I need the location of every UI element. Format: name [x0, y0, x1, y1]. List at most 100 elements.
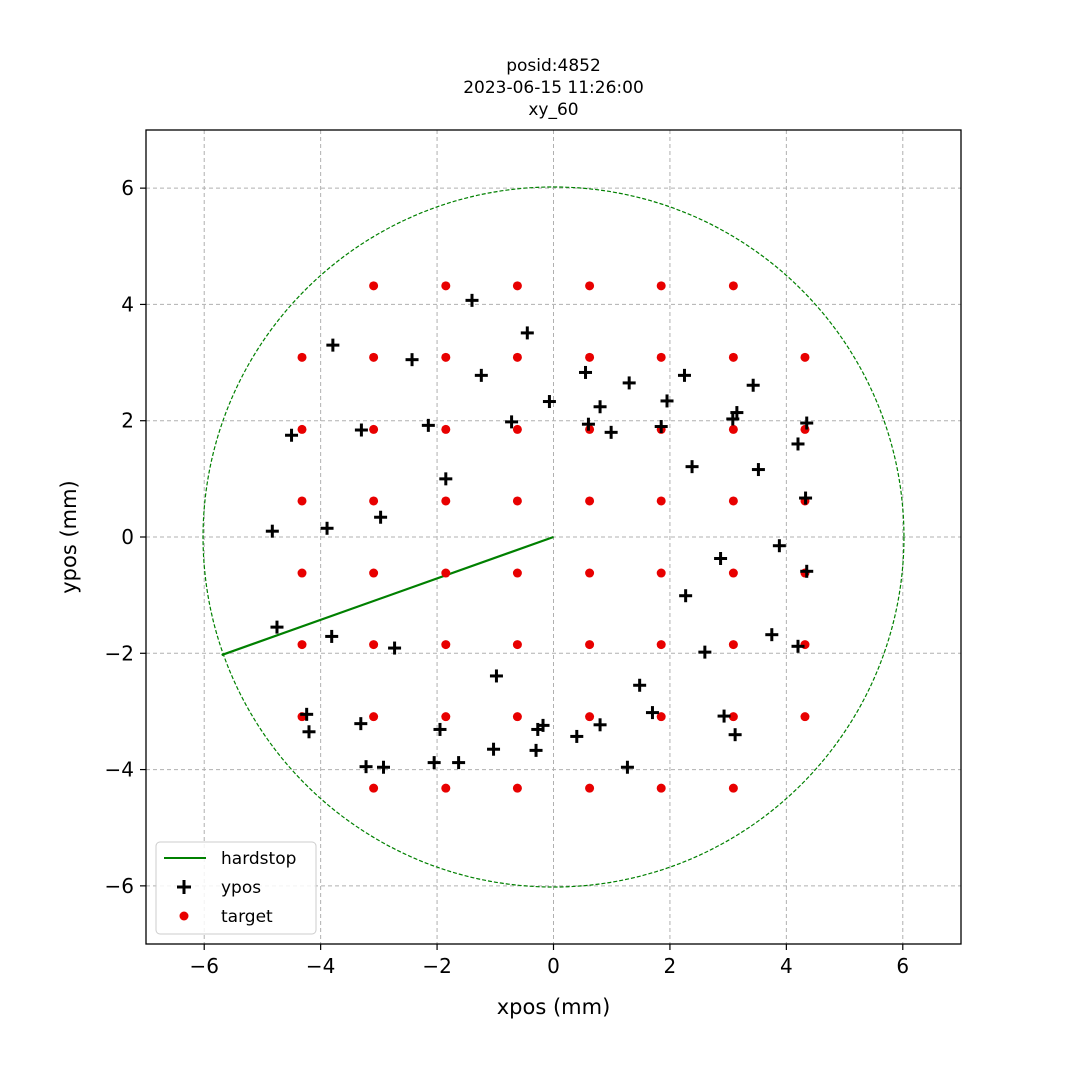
ypos-point — [679, 589, 693, 603]
patrol-circle — [202, 186, 905, 888]
title-line-posid: posid:4852 — [506, 56, 601, 76]
target-point — [656, 783, 666, 793]
x-tick-label: 2 — [664, 954, 677, 978]
title-line-timestamp: 2023-06-15 11:26:00 — [463, 78, 644, 98]
series-ypos — [265, 293, 814, 774]
ypos-point — [800, 416, 814, 430]
ypos-point — [622, 376, 636, 390]
ypos-point — [302, 725, 316, 739]
target-point — [297, 496, 307, 506]
target-point — [369, 352, 379, 362]
target-point — [297, 640, 307, 650]
target-point — [369, 783, 379, 793]
target-point — [585, 712, 595, 722]
ypos-point — [452, 756, 466, 770]
ypos-point — [489, 669, 503, 683]
title-line-move-id: xy_60 — [528, 100, 578, 120]
ypos-point — [270, 620, 284, 634]
target-point — [800, 712, 810, 722]
target-point — [728, 568, 738, 578]
ypos-point — [698, 645, 712, 659]
y-tick-label: 4 — [121, 292, 134, 316]
target-point — [728, 640, 738, 650]
ypos-point — [285, 428, 299, 442]
target-point — [369, 712, 379, 722]
ypos-point — [520, 326, 534, 340]
ypos-point — [377, 760, 391, 774]
target-point — [512, 281, 522, 291]
ypos-point — [620, 760, 634, 774]
target-point — [297, 568, 307, 578]
hardstop-line — [221, 535, 554, 657]
ypos-point — [717, 709, 731, 723]
ypos-point — [465, 293, 479, 307]
ypos-point — [474, 368, 488, 382]
ypos-point — [800, 564, 814, 578]
ypos-point — [265, 524, 279, 538]
ypos-point — [728, 728, 742, 742]
ypos-point — [714, 552, 728, 566]
target-point — [512, 352, 522, 362]
target-point — [728, 783, 738, 793]
axis-ticks: −6 −4 −2 0 2 4 6 −6 −4 −2 0 2 4 6 — [105, 176, 910, 978]
ypos-point — [359, 760, 373, 774]
ypos-point — [765, 628, 779, 642]
ypos-point — [579, 365, 593, 379]
target-point — [512, 568, 522, 578]
target-point — [656, 712, 666, 722]
x-tick-label: 6 — [896, 954, 909, 978]
ypos-point — [581, 417, 595, 431]
ypos-point — [660, 394, 674, 408]
ypos-point — [570, 729, 584, 743]
target-point — [297, 424, 307, 434]
target-point — [728, 424, 738, 434]
ypos-point — [746, 378, 760, 392]
series-layer — [221, 281, 814, 793]
target-point — [512, 640, 522, 650]
ypos-point — [487, 742, 501, 756]
target-point — [441, 496, 451, 506]
target-point — [585, 281, 595, 291]
ypos-point — [300, 707, 314, 721]
x-tick-label: −6 — [189, 954, 218, 978]
ypos-point — [791, 639, 805, 653]
target-point — [800, 352, 810, 362]
target-point — [728, 496, 738, 506]
ypos-point — [604, 425, 618, 439]
legend-target-swatch — [179, 911, 189, 921]
ypos-point — [633, 678, 647, 692]
ypos-point — [354, 717, 368, 731]
target-point — [585, 640, 595, 650]
target-point — [441, 281, 451, 291]
ypos-point — [433, 722, 447, 736]
ypos-point — [751, 463, 765, 477]
target-point — [728, 281, 738, 291]
ypos-point — [542, 395, 556, 409]
target-point — [512, 496, 522, 506]
target-point — [656, 281, 666, 291]
y-tick-label: 6 — [121, 176, 134, 200]
ypos-point — [427, 756, 441, 770]
chart-title: posid:4852 2023-06-15 11:26:00 xy_60 — [463, 56, 644, 120]
x-tick-label: −4 — [306, 954, 335, 978]
ypos-point — [791, 437, 805, 451]
x-tick-label: 4 — [780, 954, 793, 978]
series-hardstop — [221, 535, 554, 657]
target-point — [512, 783, 522, 793]
x-tick-label: 0 — [547, 954, 560, 978]
legend-ypos-swatch — [177, 880, 191, 894]
ypos-point — [536, 718, 550, 732]
legend-target-label: target — [221, 907, 273, 927]
target-point — [656, 568, 666, 578]
patrol-boundary-circle — [202, 186, 905, 888]
target-point — [369, 640, 379, 650]
target-point — [585, 568, 595, 578]
y-tick-label: 0 — [121, 525, 134, 549]
ypos-point — [593, 718, 607, 732]
target-point — [369, 496, 379, 506]
ypos-point — [645, 706, 659, 720]
ypos-point — [439, 472, 453, 486]
x-tick-label: −2 — [422, 954, 451, 978]
target-point — [656, 352, 666, 362]
